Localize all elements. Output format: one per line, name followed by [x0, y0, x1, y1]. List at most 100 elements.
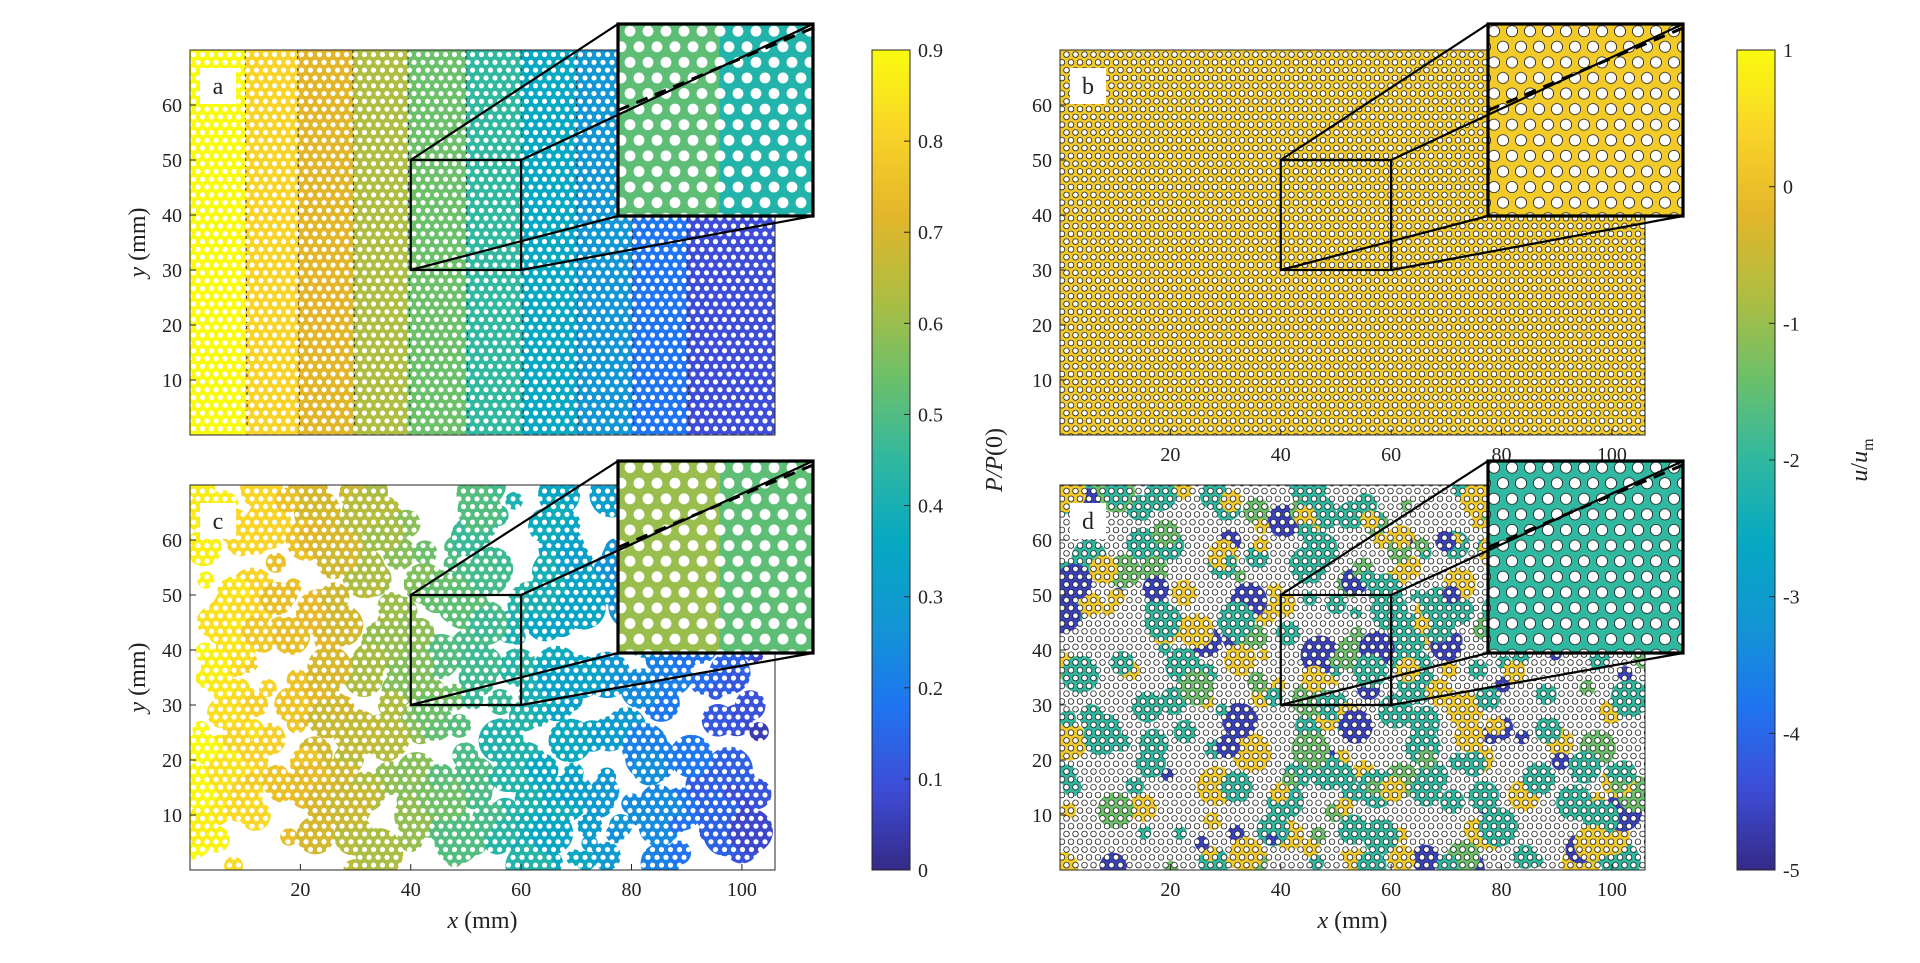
xtick-label: 20 — [290, 879, 310, 901]
colorbar-tick-label: 0.3 — [918, 587, 943, 609]
xtick-label: 100 — [727, 879, 757, 901]
xtick-label: 80 — [1492, 879, 1512, 901]
xtick-label: 20 — [1160, 879, 1180, 901]
colorbar-tick-label: 1 — [1783, 40, 1793, 62]
inset-a — [618, 24, 813, 216]
panel-label-box — [200, 68, 236, 104]
colorbar-tick-label: -1 — [1783, 313, 1800, 335]
xlabel: x (mm) — [1317, 908, 1388, 934]
inset-c — [618, 461, 813, 653]
inset-frame — [616, 22, 815, 218]
panel-c: 10 20 30 40 50 60 20 40 60 80 100 y (mm) x (mm) c — [125, 459, 815, 934]
ytick-label: 60 — [1032, 530, 1052, 552]
ytick-label: 50 — [1032, 150, 1052, 172]
inset-frame — [1486, 22, 1685, 218]
colorbars-layer: 0 0.1 0.2 0.3 0.4 0.5 0.6 0.7 0.8 0.9 P/P(0) -5 -4 -3… — [871, 40, 1877, 882]
xtick-label: 100 — [1597, 879, 1627, 901]
colorbar-tick-label: -5 — [1783, 860, 1800, 882]
inset-pores — [1488, 461, 1683, 653]
ytick-label: 50 — [162, 585, 182, 607]
panel-label-box — [1070, 503, 1106, 539]
colorbar-tick-label: 0.8 — [918, 131, 943, 153]
ytick-label: 40 — [162, 205, 182, 227]
ytick-label: 30 — [1032, 695, 1052, 717]
xtick-label: 40 — [1271, 879, 1291, 901]
panel-label: d — [1082, 509, 1094, 535]
inset-connector — [1280, 23, 1489, 161]
colorbar-label: u/um — [1847, 438, 1877, 482]
inset-connector — [410, 651, 619, 707]
axes-box — [189, 484, 776, 871]
panel-label: c — [213, 509, 224, 535]
ytick-label: 40 — [1032, 205, 1052, 227]
colorbar-tick-label: 0.9 — [918, 40, 943, 62]
ytick-label: 60 — [1032, 95, 1052, 117]
colorbar-gradient — [1736, 49, 1776, 871]
ytick-label: 10 — [162, 805, 182, 827]
inset-connector — [520, 214, 814, 272]
xtick-label: 60 — [511, 879, 531, 901]
panel-label-box — [1070, 68, 1106, 104]
inset-source-box — [1279, 593, 1393, 707]
inset-connector — [1390, 214, 1684, 272]
panel-a: 10 20 30 40 50 60 y (mm) a — [125, 22, 815, 436]
colorbar-tick-label: 0.6 — [918, 313, 943, 335]
axes-box — [1059, 484, 1646, 871]
inset-pores — [618, 24, 813, 216]
ytick-label: 20 — [162, 750, 182, 772]
inset-connector — [520, 460, 814, 596]
ytick-label: 50 — [162, 150, 182, 172]
inset-pores — [618, 461, 813, 653]
ytick-label: 30 — [1032, 260, 1052, 282]
colorbar-tick-label: 0.2 — [918, 678, 943, 700]
colorbar-tick-label: 0.4 — [918, 496, 943, 518]
ytick-label: 50 — [1032, 585, 1052, 607]
axes-box — [189, 49, 776, 436]
colorbar-label: P/P(0) — [982, 428, 1008, 493]
xtick-label: 40 — [1271, 444, 1291, 466]
ytick-label: 60 — [162, 530, 182, 552]
inset-source-box — [409, 593, 523, 707]
colorbar-tick-label: 0 — [918, 860, 928, 882]
inset-frame — [616, 459, 815, 655]
inset-source-box — [1279, 158, 1393, 272]
inset-b — [1488, 24, 1683, 216]
panel-label-box — [200, 503, 236, 539]
inset-connector — [520, 23, 814, 161]
colorbar-tick-label: 0.5 — [918, 404, 943, 426]
ylabel: y (mm) — [125, 208, 151, 280]
ytick-label: 30 — [162, 695, 182, 717]
xtick-label: 60 — [1381, 444, 1401, 466]
inset-frame — [1486, 459, 1685, 655]
inset-d — [1488, 461, 1683, 653]
ytick-label: 40 — [1032, 640, 1052, 662]
inset-connector — [410, 460, 619, 596]
ytick-label: 20 — [1032, 315, 1052, 337]
inset-connector — [1390, 651, 1684, 707]
xtick-label: 60 — [1381, 879, 1401, 901]
ytick-label: 60 — [162, 95, 182, 117]
ytick-label: 20 — [1032, 750, 1052, 772]
xlabel: x (mm) — [447, 908, 518, 934]
xtick-label: 20 — [1160, 444, 1180, 466]
panel-d: 10 20 30 40 50 60 20 40 60 80 100 x (mm) d — [1032, 459, 1685, 934]
colorbar-cb1: 0 0.1 0.2 0.3 0.4 0.5 0.6 0.7 0.8 0.9 P/P(0) — [871, 40, 1008, 882]
inset-connector — [1280, 214, 1489, 272]
ytick-label: 10 — [162, 370, 182, 392]
colorbar-tick-label: -4 — [1783, 723, 1800, 745]
colorbar-tick-label: -2 — [1783, 450, 1800, 472]
axes-box — [1059, 49, 1646, 436]
ytick-label: 20 — [162, 315, 182, 337]
colorbar-tick-label: 0.1 — [918, 769, 943, 791]
inset-source-box — [409, 158, 523, 272]
ytick-label: 40 — [162, 640, 182, 662]
inset-connector — [520, 651, 814, 707]
colorbar-gradient — [871, 49, 911, 871]
inset-connector — [1280, 651, 1489, 707]
panel-label: b — [1082, 74, 1094, 100]
ytick-label: 10 — [1032, 805, 1052, 827]
inset-pores — [1488, 24, 1683, 216]
inset-connector — [410, 214, 619, 272]
